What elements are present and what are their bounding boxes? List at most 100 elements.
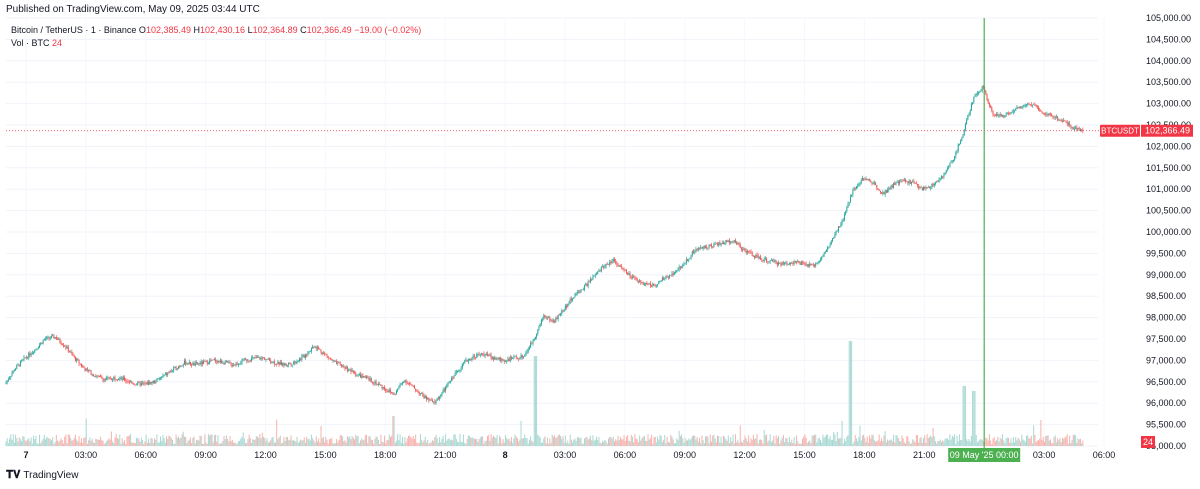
volume-bar [104, 443, 106, 446]
candle-body [286, 364, 288, 366]
volume-label[interactable]: Vol · BTC [11, 38, 50, 48]
candle-body [592, 276, 594, 280]
volume-bar [7, 443, 9, 446]
candle-body [1082, 129, 1084, 131]
volume-bar [585, 437, 587, 446]
candle-body [494, 357, 496, 360]
candle-body [182, 364, 184, 366]
candle-body [131, 381, 133, 383]
candle-body [240, 363, 242, 364]
volume-bar [720, 436, 722, 446]
candle-body [778, 262, 780, 265]
volume-bar [780, 440, 782, 446]
volume-bar [300, 439, 302, 446]
candle-body [596, 274, 598, 275]
volume-bar [372, 440, 374, 446]
volume-bar [1055, 442, 1057, 446]
volume-bar [744, 435, 746, 446]
volume-bar [1053, 437, 1055, 446]
volume-bar [887, 439, 889, 446]
volume-bar [1035, 441, 1037, 446]
candle-body [350, 369, 352, 372]
volume-bar [823, 437, 825, 446]
symbol-title[interactable]: Bitcoin / TetherUS · 1 · Binance [11, 25, 137, 35]
candle-body [473, 355, 475, 358]
volume-bar [258, 437, 260, 446]
candle-body [283, 362, 285, 366]
volume-bar [312, 438, 314, 446]
volume-bar [399, 434, 401, 446]
candle-body [441, 392, 443, 395]
volume-bar [695, 439, 697, 446]
price-axis[interactable]: 95,000.0095,500.0096,000.0096,500.0097,0… [1146, 13, 1191, 451]
volume-bar [742, 442, 744, 446]
volume-bar [693, 435, 695, 446]
volume-bar [893, 434, 895, 446]
volume-bar [600, 443, 602, 446]
volume-bar [997, 436, 999, 446]
volume-bar [1066, 434, 1068, 446]
time-axis[interactable]: 7 03:00 06:00 09:00 12:00 15:00 18:00 21:00 8 03:… [23, 450, 1115, 460]
volume-bar [25, 441, 27, 446]
price-tick-label: 103,500.00 [1146, 77, 1191, 87]
volume-bar [443, 442, 445, 446]
volume-bar [95, 438, 97, 446]
volume-bar [6, 438, 8, 446]
volume-bar [469, 435, 471, 446]
volume-bar [415, 434, 417, 446]
footer-brand[interactable]: 𝐓𝐕 TradingView [6, 469, 78, 482]
candle-body [249, 360, 251, 362]
volume-bar [1015, 436, 1017, 446]
candle-body [89, 370, 91, 372]
volume-bar [356, 436, 358, 446]
volume-bar [526, 438, 528, 446]
volume-bar [731, 441, 733, 446]
candle-body [598, 270, 600, 272]
volume-bar [85, 418, 87, 446]
candle-body [866, 178, 868, 181]
volume-bar [1046, 435, 1048, 446]
candle-body [280, 362, 282, 366]
volume-bar [1023, 440, 1025, 446]
volume-bar [27, 439, 29, 446]
volume-bar [186, 442, 188, 446]
volume-bar [1043, 441, 1045, 446]
volume-bar [540, 442, 542, 446]
candle-body [1022, 105, 1024, 108]
volume-bar [582, 443, 584, 446]
candle-body [819, 259, 821, 261]
candle-body [1057, 116, 1059, 121]
volume-bar [407, 435, 409, 446]
candle-body [15, 368, 17, 371]
volume-bar [261, 432, 263, 446]
candle-body [133, 384, 135, 385]
candle-body [923, 187, 925, 191]
crosshair-time-label: 09 May '25 00:00 [950, 450, 1019, 460]
candle-body [715, 243, 717, 245]
candle-body [681, 267, 683, 269]
candle-body [410, 384, 412, 385]
volume-bar [544, 436, 546, 446]
volume-bar [870, 438, 872, 446]
volume-bar [276, 419, 278, 446]
volume-bar [10, 434, 12, 446]
candle-body [1052, 116, 1054, 118]
candle-body [229, 362, 231, 364]
volume-bar [889, 439, 891, 446]
volume-bar [902, 438, 904, 446]
volume-bar [596, 436, 598, 446]
candle-body [1024, 105, 1026, 106]
volume-bar [96, 439, 98, 446]
volume-bar [201, 443, 203, 446]
volume-bar [162, 434, 164, 446]
volume-bar [328, 439, 330, 446]
volume-bar [11, 439, 13, 446]
volume-bar [1054, 435, 1056, 446]
candle-body [169, 370, 171, 373]
candle-body [955, 151, 957, 157]
volume-bar [658, 439, 660, 446]
candle-body [239, 363, 241, 365]
volume-bar [637, 442, 639, 446]
candle-body [863, 178, 865, 180]
